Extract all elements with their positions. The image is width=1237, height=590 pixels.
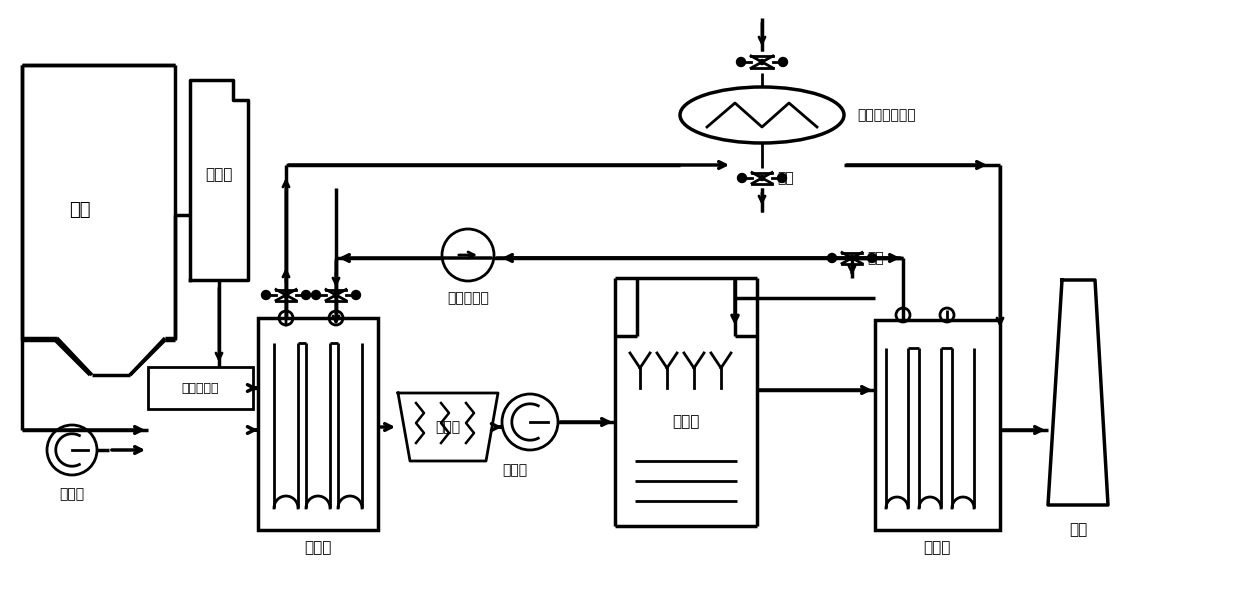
Text: 锅炉: 锅炉 <box>69 201 90 219</box>
Circle shape <box>778 57 788 67</box>
Circle shape <box>334 293 339 297</box>
Circle shape <box>302 290 310 300</box>
Circle shape <box>760 175 764 181</box>
Circle shape <box>737 173 746 182</box>
Text: 空气预热器: 空气预热器 <box>182 382 219 395</box>
Text: 烟囱: 烟囱 <box>1069 523 1087 537</box>
Text: 蒸汽辅助加热器: 蒸汽辅助加热器 <box>857 108 915 122</box>
Text: 省煤器: 省煤器 <box>205 168 233 182</box>
Circle shape <box>736 57 746 67</box>
Circle shape <box>351 290 360 300</box>
Text: 排水: 排水 <box>867 251 883 265</box>
Circle shape <box>828 254 836 263</box>
Text: 引风机: 引风机 <box>502 463 527 477</box>
Text: 加热器: 加热器 <box>923 540 951 556</box>
Text: 热水循环泵: 热水循环泵 <box>447 291 489 305</box>
Text: 疏水: 疏水 <box>777 171 794 185</box>
Bar <box>148 367 254 409</box>
Circle shape <box>283 293 288 297</box>
Bar <box>259 318 379 530</box>
Text: 送风机: 送风机 <box>59 487 84 501</box>
Circle shape <box>778 173 787 182</box>
Circle shape <box>312 290 320 300</box>
Bar <box>875 320 999 530</box>
Circle shape <box>850 255 855 261</box>
Text: 电除尘: 电除尘 <box>435 420 460 434</box>
Circle shape <box>760 60 764 64</box>
Text: 脱硫塔: 脱硫塔 <box>673 415 700 430</box>
Text: 冷却器: 冷却器 <box>304 540 332 556</box>
Circle shape <box>867 254 877 263</box>
Circle shape <box>261 290 271 300</box>
